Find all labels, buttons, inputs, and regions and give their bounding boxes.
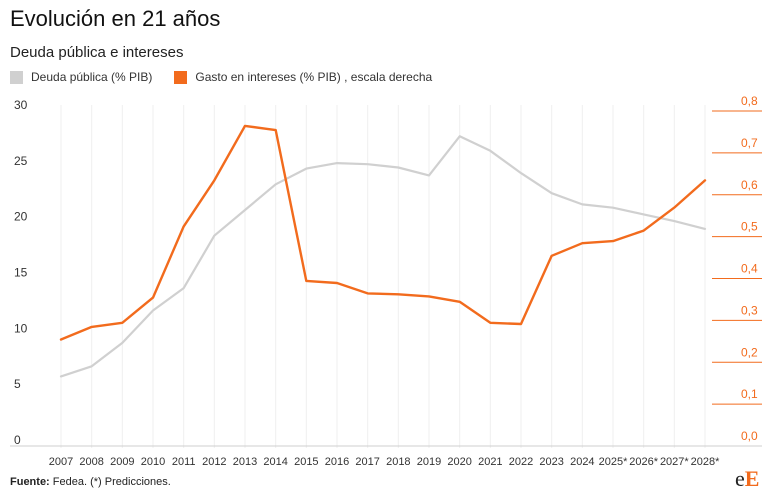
x-tick-label: 2012: [202, 456, 226, 468]
chart-title: Evolución en 21 años: [10, 6, 221, 31]
left-y-tick-label: 5: [14, 377, 21, 391]
right-y-tick-label: 0,2: [741, 345, 758, 359]
x-tick-label: 2018: [386, 456, 410, 468]
footer-source-text: Fedea. (*) Predicciones.: [52, 476, 171, 488]
x-tick-label: 2022: [509, 456, 533, 468]
brand-logo: eE: [735, 466, 760, 491]
x-tick-label: 2007: [49, 456, 73, 468]
left-y-tick-label: 25: [14, 154, 28, 168]
x-tick-label: 2023: [539, 456, 563, 468]
chart-subtitle: Deuda pública e intereses: [10, 44, 184, 61]
right-y-tick-label: 0,3: [741, 303, 758, 317]
legend-item-deuda: Deuda pública (% PIB): [10, 70, 152, 84]
x-tick-label: 2020: [447, 456, 471, 468]
footer-source-label: Fuente:: [10, 476, 50, 488]
x-tick-label: 2028*: [691, 456, 720, 468]
right-y-tick-label: 0,5: [741, 220, 758, 234]
x-tick-label: 2017: [355, 456, 379, 468]
x-tick-label: 2027*: [660, 456, 689, 468]
series-line-deuda: [59, 135, 707, 378]
x-tick-label: 2011: [172, 456, 196, 468]
x-tick-label: 2016: [325, 456, 349, 468]
left-y-tick-label: 30: [14, 98, 28, 112]
x-tick-label: 2024: [570, 456, 594, 468]
x-tick-label: 2025*: [599, 456, 628, 468]
x-tick-label: 2009: [110, 456, 134, 468]
x-tick-label: 2015: [294, 456, 318, 468]
x-tick-label: 2008: [79, 456, 103, 468]
legend-swatch-intereses: [174, 70, 188, 84]
left-y-tick-label: 0: [14, 433, 21, 447]
legend-label-intereses: Gasto en intereses (% PIB) , escala dere…: [195, 70, 433, 84]
right-y-tick-label: 0,1: [741, 387, 758, 401]
line-chart: 0 5 10 15 20 25 30 0,0 0,1 0,2 0,3 0,4 0,5 0,6 0,7 0,8 2…: [10, 94, 762, 468]
right-y-tick-label: 0,8: [741, 94, 758, 108]
x-tick-label: 2014: [263, 456, 287, 468]
footer-source: Fuente: Fedea. (*) Predicciones.: [10, 476, 171, 488]
left-y-tick-label: 15: [14, 266, 28, 280]
x-tick-label: 2026*: [629, 456, 658, 468]
right-y-tick-label: 0,0: [741, 429, 758, 443]
left-y-tick-label: 20: [14, 210, 28, 224]
left-y-tick-label: 10: [14, 321, 28, 335]
legend: Deuda pública (% PIB) Gasto en intereses…: [10, 70, 454, 84]
right-y-tick-label: 0,6: [741, 178, 758, 192]
x-tick-label: 2010: [141, 456, 165, 468]
x-tick-label: 2019: [417, 456, 441, 468]
legend-label-deuda: Deuda pública (% PIB): [31, 70, 153, 84]
series-line-intereses: [59, 124, 707, 341]
x-tick-label: 2013: [233, 456, 257, 468]
legend-item-intereses: Gasto en intereses (% PIB) , escala dere…: [174, 70, 432, 84]
x-tick-label: 2021: [478, 456, 502, 468]
right-y-tick-label: 0,7: [741, 136, 758, 150]
right-y-tick-label: 0,4: [741, 262, 758, 276]
legend-swatch-deuda: [10, 70, 23, 84]
